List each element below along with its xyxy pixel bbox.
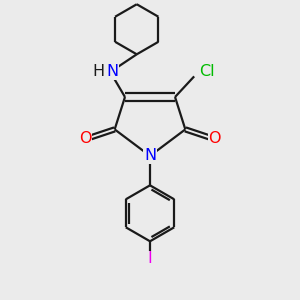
Text: N: N (106, 64, 118, 80)
Text: Cl: Cl (200, 64, 215, 80)
Text: I: I (148, 251, 152, 266)
Text: N: N (144, 148, 156, 164)
Text: H: H (92, 64, 104, 80)
Text: O: O (79, 131, 92, 146)
Text: O: O (208, 131, 221, 146)
